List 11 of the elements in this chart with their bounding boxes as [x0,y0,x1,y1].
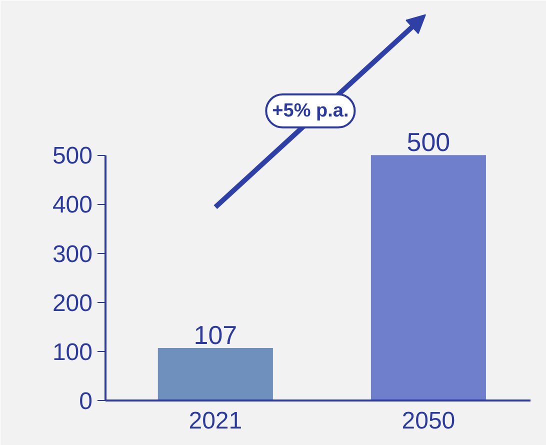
y-tick-label: 500 [52,142,93,170]
data-label: 107 [194,320,238,350]
x-tick-label: 2050 [402,408,456,434]
y-tick-label: 100 [52,338,93,366]
annotation: +5% p.a. [272,100,349,122]
y-tick-label: 0 [79,388,93,415]
x-tick-label: 2021 [188,408,242,434]
y-tick-label: 200 [52,290,93,317]
y-tick-label: 400 [52,192,93,219]
data-label: 500 [406,127,450,158]
y-tick-label: 300 [52,240,93,268]
